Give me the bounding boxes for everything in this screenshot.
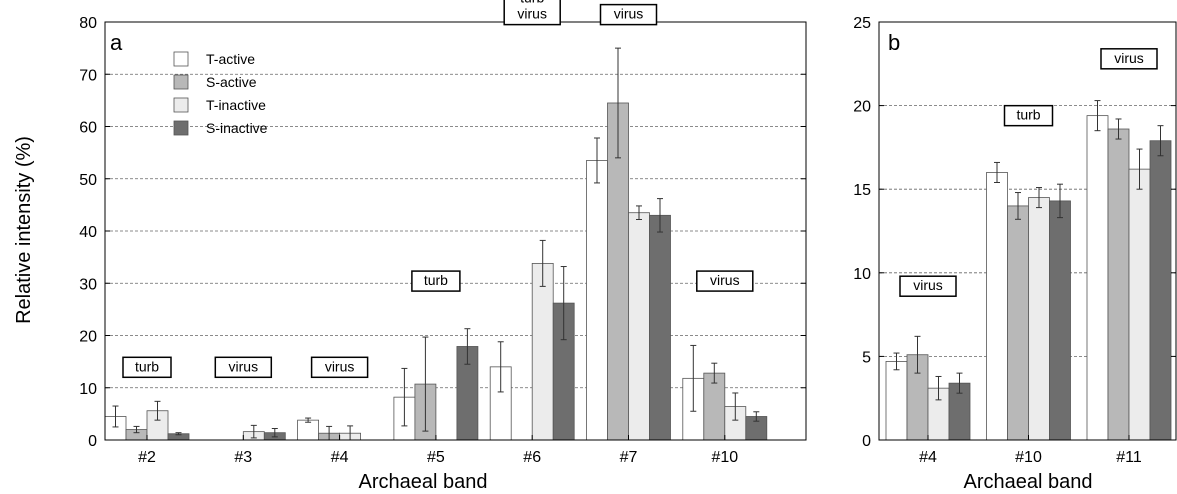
y-tick-label: 0 xyxy=(88,433,97,450)
annotation-label: virus xyxy=(325,358,355,374)
bar xyxy=(1107,128,1130,441)
legend-label: S-inactive xyxy=(206,120,268,136)
legend: T-active S-active T-inactive S-inactive xyxy=(173,51,268,136)
annotation-box xyxy=(1003,104,1054,127)
y-tick-label: 20 xyxy=(853,99,871,116)
annotation-label: turb xyxy=(424,272,448,288)
bar xyxy=(1086,115,1109,441)
y-tick-label: 40 xyxy=(79,224,97,241)
x-tick-label: #10 xyxy=(711,449,738,466)
y-tick-label: 25 xyxy=(853,15,871,32)
bar xyxy=(649,214,671,441)
panel-a-annotations: turbvirusvirusturbturbvirusvirusvirus xyxy=(122,0,754,379)
annotation-label: virus xyxy=(710,272,740,288)
annotation-label: virus xyxy=(517,6,547,22)
panel-b-y-ticks: 0 5 10 15 20 25 xyxy=(853,15,1176,450)
panel-a-x-ticks: #2 #3 #4 #5 #6 #7 #10 xyxy=(138,435,738,466)
x-tick-label: #5 xyxy=(427,449,445,466)
legend-label: T-active xyxy=(206,51,255,67)
y-tick-label: 30 xyxy=(79,276,97,293)
x-tick-label: #4 xyxy=(919,449,937,466)
annotation-box xyxy=(1100,48,1158,70)
panel-b-label: b xyxy=(888,30,900,55)
bar xyxy=(1128,168,1151,441)
bar xyxy=(531,262,554,441)
bar xyxy=(297,419,320,441)
y-tick-label: 60 xyxy=(79,120,97,137)
y-tick-label: 5 xyxy=(862,349,871,366)
panel-b-error-bars xyxy=(893,100,1164,401)
panel-b-x-ticks: #4 #10 #11 xyxy=(919,435,1142,466)
x-tick-label: #6 xyxy=(523,449,541,466)
y-tick-label: 15 xyxy=(853,182,871,199)
annotation-box xyxy=(899,275,957,297)
panel-a-bars xyxy=(104,102,768,441)
y-tick-label: 0 xyxy=(862,433,871,450)
panel-b-annotations: virus turb virus xyxy=(899,48,1158,297)
annotation-label: turb xyxy=(1016,107,1040,123)
annotation-label: turb xyxy=(520,0,544,6)
bar xyxy=(885,361,908,441)
legend-swatch xyxy=(173,74,189,90)
x-tick-label: #2 xyxy=(138,449,156,466)
panel-b-x-axis-title: Archaeal band xyxy=(964,471,1093,493)
y-tick-label: 10 xyxy=(853,266,871,283)
legend-swatch xyxy=(173,51,189,67)
annotation-box xyxy=(214,356,273,379)
annotation-label: virus xyxy=(1114,50,1144,66)
panel-b-plot-frame xyxy=(878,21,1177,441)
y-tick-label: 70 xyxy=(79,67,97,84)
annotation-box xyxy=(696,270,754,292)
annotation-box xyxy=(503,0,561,26)
annotation-label: virus xyxy=(229,358,259,374)
legend-swatch xyxy=(173,97,189,113)
panel-a-x-axis-title: Archaeal band xyxy=(359,471,488,493)
x-tick-label: #4 xyxy=(331,449,349,466)
x-tick-label: #3 xyxy=(234,449,252,466)
bar xyxy=(1007,205,1029,441)
y-tick-label: 80 xyxy=(79,15,97,32)
legend-swatch xyxy=(173,120,189,136)
bar xyxy=(628,212,650,441)
bar xyxy=(586,160,608,441)
y-tick-label: 10 xyxy=(79,381,97,398)
y-tick-label: 20 xyxy=(79,329,97,346)
annotation-box xyxy=(122,356,172,379)
annotation-label: turb xyxy=(135,358,159,374)
x-tick-label: #10 xyxy=(1015,449,1042,466)
annotation-label: virus xyxy=(614,6,644,22)
bar xyxy=(986,172,1008,441)
legend-label: S-active xyxy=(206,74,257,90)
panel-a-y-ticks: 0 10 20 30 40 50 60 70 80 xyxy=(79,15,806,450)
bar xyxy=(1049,200,1071,441)
panel-b-bars xyxy=(885,115,1172,441)
bar xyxy=(1028,197,1050,441)
panel-a-label: a xyxy=(110,30,123,55)
bar xyxy=(1149,140,1172,441)
y-axis-title: Relative intensity (%) xyxy=(13,136,35,324)
x-tick-label: #7 xyxy=(620,449,638,466)
x-tick-label: #11 xyxy=(1116,449,1142,466)
annotation-label: virus xyxy=(913,277,943,293)
panel-a-error-bars xyxy=(112,47,760,441)
y-tick-label: 50 xyxy=(79,172,97,189)
legend-label: T-inactive xyxy=(206,97,266,113)
panel-b: 0 5 10 15 20 25 #4 #10 #11 virus turb virus b Arc… xyxy=(853,15,1177,493)
annotation-box xyxy=(310,356,369,379)
annotation-box xyxy=(411,270,461,292)
annotation-box xyxy=(599,3,658,26)
